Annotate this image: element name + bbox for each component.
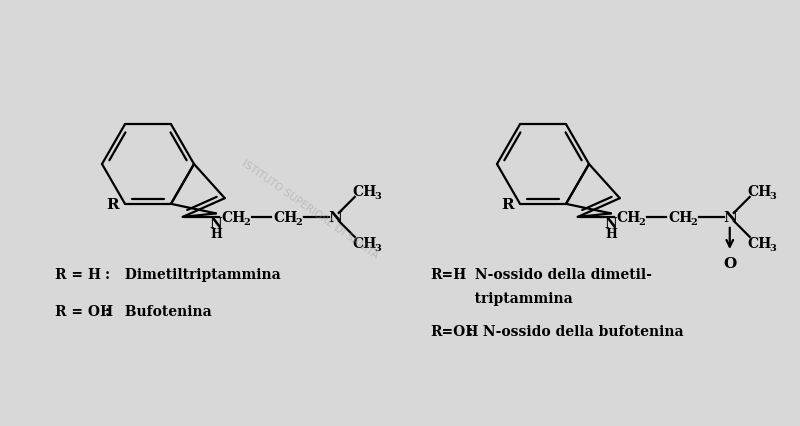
Text: 2: 2 — [638, 218, 645, 227]
Text: 3: 3 — [770, 244, 777, 253]
Text: 3: 3 — [770, 192, 777, 201]
Text: :   Bufotenina: : Bufotenina — [105, 304, 212, 318]
Text: R: R — [106, 197, 119, 211]
Text: CH: CH — [222, 210, 246, 225]
Text: N: N — [210, 217, 222, 231]
Text: 2: 2 — [690, 218, 697, 227]
Text: O: O — [723, 256, 736, 270]
Text: CH: CH — [274, 210, 298, 225]
Text: 3: 3 — [374, 244, 382, 253]
Text: R: R — [502, 197, 514, 211]
Text: 2: 2 — [243, 218, 250, 227]
Text: CH: CH — [617, 210, 641, 225]
Text: R = H: R = H — [55, 268, 101, 281]
Text: CH: CH — [748, 236, 772, 250]
Text: CH: CH — [748, 184, 772, 199]
Text: N: N — [328, 210, 342, 225]
Text: triptammina: triptammina — [460, 291, 573, 305]
Text: :  N-ossido della bufotenina: : N-ossido della bufotenina — [468, 324, 684, 338]
Text: 3: 3 — [374, 192, 382, 201]
Text: :  N-ossido della dimetil-: : N-ossido della dimetil- — [460, 268, 652, 281]
Text: R=OH: R=OH — [430, 324, 478, 338]
Text: H: H — [605, 228, 617, 241]
Text: R=H: R=H — [430, 268, 466, 281]
Text: R = OH: R = OH — [55, 304, 113, 318]
Text: CH: CH — [353, 184, 377, 199]
Text: ISTITUTO SUPERIORE DI SANITÀ: ISTITUTO SUPERIORE DI SANITÀ — [240, 158, 380, 261]
Text: 2: 2 — [295, 218, 302, 227]
Text: N: N — [723, 210, 737, 225]
Text: N: N — [605, 217, 618, 231]
Text: CH: CH — [353, 236, 377, 250]
Text: :   Dimetiltriptammina: : Dimetiltriptammina — [105, 268, 281, 281]
Text: CH: CH — [669, 210, 693, 225]
Text: H: H — [210, 228, 222, 241]
